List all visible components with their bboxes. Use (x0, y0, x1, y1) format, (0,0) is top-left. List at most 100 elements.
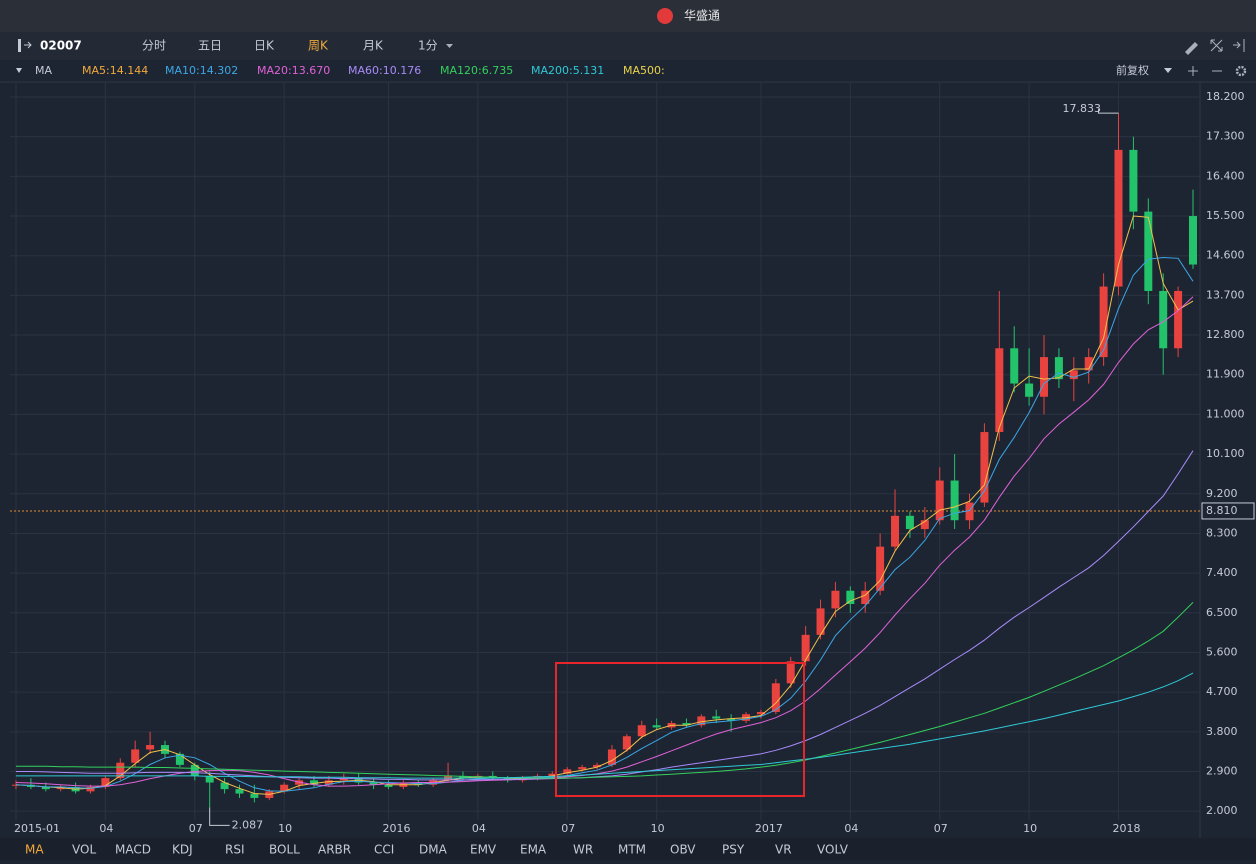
period-tab[interactable]: 五日 (198, 39, 222, 53)
indicator-tab[interactable]: RSI (225, 843, 245, 857)
candle-body (1144, 211, 1153, 291)
y-tick-label: 3.800 (1206, 725, 1238, 738)
indicator-tab[interactable]: VOLV (817, 843, 849, 857)
candle-body (578, 767, 587, 770)
ma-line (16, 602, 1194, 779)
y-tick-label: 2.900 (1206, 765, 1238, 778)
legend-dropdown[interactable] (16, 68, 22, 73)
period-tab[interactable]: 日K (254, 39, 275, 53)
legend-title: MA (35, 64, 52, 77)
candle-body (86, 786, 95, 792)
indicator-tab[interactable]: OBV (670, 843, 696, 857)
legend-entry: MA120:6.735 (440, 64, 513, 77)
indicator-tab[interactable]: KDJ (172, 843, 193, 857)
period-tab[interactable]: 月K (363, 39, 384, 53)
candle-body (458, 775, 467, 779)
settings-icon[interactable] (1235, 65, 1247, 77)
indicator-tab[interactable]: MACD (115, 843, 151, 857)
candle-body (1084, 357, 1093, 371)
x-tick-label: 07 (561, 822, 575, 835)
x-tick-label: 10 (651, 822, 665, 835)
candle-body (846, 590, 855, 604)
candle-body (235, 789, 244, 794)
candle-body (309, 780, 318, 785)
candle-body (101, 778, 110, 787)
candle-body (1099, 286, 1108, 358)
candle-body (384, 784, 393, 787)
candle-body (652, 725, 661, 728)
y-tick-label: 7.400 (1206, 566, 1238, 579)
candle-body (995, 348, 1004, 433)
x-tick-label: 2016 (382, 822, 410, 835)
indicator-tab[interactable]: EMA (520, 843, 547, 857)
indicator-tab[interactable]: WR (573, 843, 593, 857)
candle-body (190, 764, 199, 776)
zoom-icons[interactable] (1188, 66, 1222, 76)
candle-body (205, 775, 214, 783)
plot (10, 109, 1200, 826)
indicator-tab[interactable]: MTM (618, 843, 646, 857)
grid (10, 82, 1200, 820)
candle-body (1129, 149, 1138, 212)
period-tab[interactable]: 1分 (418, 39, 438, 53)
max-label: 17.833 (1063, 102, 1102, 115)
candle-body (637, 725, 646, 737)
ma-line (15, 215, 1194, 795)
y-tick-label: 2.000 (1206, 804, 1238, 817)
candle-body (369, 782, 378, 785)
y-tick-label: 8.300 (1206, 526, 1238, 539)
adjust-label[interactable]: 前复权 (1116, 63, 1149, 77)
candle-body (712, 716, 721, 719)
candle-body (1025, 383, 1034, 397)
candle-body (607, 749, 616, 765)
y-tick-label: 16.400 (1206, 169, 1245, 182)
indicator-tab[interactable]: VR (775, 843, 792, 857)
edit-icon[interactable] (1185, 42, 1198, 55)
period-tab[interactable]: 周K (308, 39, 329, 53)
min-marker (209, 807, 230, 826)
candle-body (920, 520, 929, 530)
period-dropdown[interactable] (446, 44, 453, 48)
y-tick-label: 9.200 (1206, 487, 1238, 500)
y-tick-label: 10.100 (1206, 447, 1245, 460)
legend-entry: MA5:14.144 (82, 64, 148, 77)
candle-body (339, 778, 348, 781)
current-price-box (1201, 502, 1255, 520)
candle-body (1069, 370, 1078, 380)
legend-bar (0, 60, 1256, 82)
adjust-dropdown[interactable] (1164, 68, 1172, 73)
candle-body (1159, 290, 1168, 349)
indicator-tab[interactable]: ARBR (318, 843, 351, 857)
fullscreen-icon[interactable] (1210, 39, 1223, 52)
y-tick-label: 11.000 (1206, 407, 1245, 420)
candle-body (1114, 149, 1123, 287)
candle-body (250, 793, 259, 798)
indicator-tab[interactable]: DMA (419, 843, 448, 857)
indicator-tab[interactable]: PSY (722, 843, 745, 857)
indicator-tab[interactable]: VOL (72, 843, 96, 857)
indicator-tab[interactable]: EMV (470, 843, 497, 857)
indicator-tab[interactable]: MA (25, 843, 44, 857)
indicator-tab[interactable]: CCI (374, 843, 394, 857)
candle-body (220, 782, 229, 790)
candle-body (1054, 357, 1063, 380)
candle-body (965, 502, 974, 521)
legend-entry: MA10:14.302 (165, 64, 238, 77)
candle-body (905, 515, 914, 530)
exit-icon[interactable] (1233, 39, 1245, 52)
x-tick-label: 04 (844, 822, 858, 835)
candle-body (756, 711, 765, 715)
stock-code: 02007 (40, 39, 82, 53)
ma-line (15, 296, 1194, 787)
collapse-icon[interactable] (18, 39, 21, 52)
y-tick-label: 5.600 (1206, 645, 1238, 658)
period-tab[interactable]: 分时 (142, 39, 166, 53)
candle-body (816, 608, 825, 635)
candle-body (861, 590, 870, 604)
indicator-tab[interactable]: BOLL (269, 843, 300, 857)
candle-body (12, 784, 20, 786)
x-tick-label: 2015-01 (14, 822, 60, 835)
app-title: 华盛通 (684, 8, 720, 23)
